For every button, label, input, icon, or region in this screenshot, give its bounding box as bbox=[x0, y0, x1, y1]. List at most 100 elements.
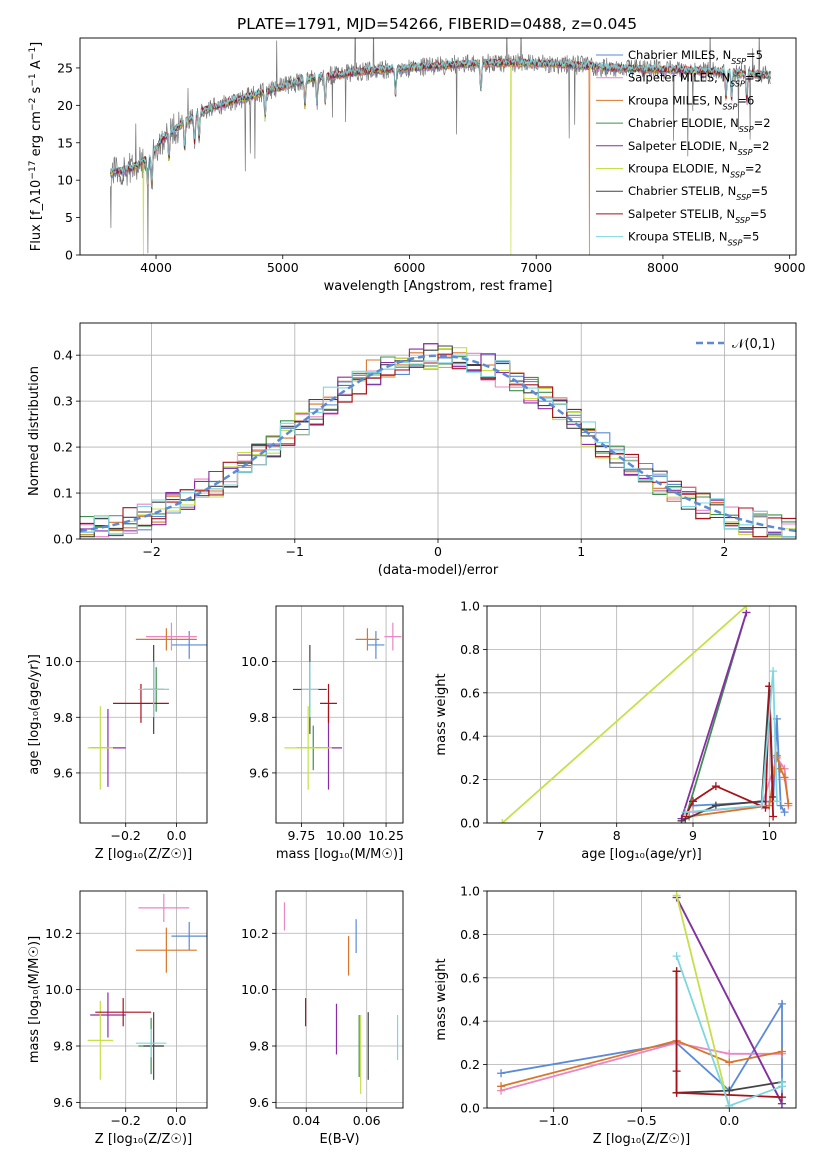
weight-series bbox=[681, 608, 751, 823]
weight-series bbox=[672, 952, 786, 1108]
x-tick-label: −2 bbox=[142, 544, 160, 559]
y-tick-label: 0.0 bbox=[460, 1101, 480, 1116]
weight-marker bbox=[681, 808, 690, 817]
weight-marker bbox=[711, 801, 720, 810]
errorbar-point bbox=[143, 1012, 164, 1080]
x-tick-label: 2 bbox=[720, 544, 728, 559]
observed-spectrum bbox=[110, 38, 771, 254]
x-tick-label: 10.25 bbox=[368, 828, 404, 843]
x-tick-label: −0.2 bbox=[111, 1113, 141, 1128]
weight-marker bbox=[672, 1088, 681, 1097]
errorbar-point bbox=[138, 893, 190, 922]
y-tick-label: 0.3 bbox=[53, 394, 73, 409]
legend-label: Chabrier STELIB, NSSP=5 bbox=[628, 184, 768, 202]
weight-marker bbox=[784, 799, 793, 808]
errorbar-point bbox=[301, 661, 319, 718]
legend-label: Kroupa ELODIE, NSSP=2 bbox=[628, 162, 762, 180]
weight-marker bbox=[725, 1049, 734, 1058]
weight-marker bbox=[777, 1077, 786, 1086]
y-tick-label: 0.8 bbox=[460, 642, 480, 657]
plot-area bbox=[284, 622, 402, 790]
weight-series bbox=[672, 967, 786, 1102]
plot-area bbox=[87, 622, 207, 790]
weight-line bbox=[680, 612, 748, 819]
x-tick-label: 6000 bbox=[394, 260, 426, 275]
y-tick-label: 20 bbox=[57, 98, 73, 113]
weight-marker bbox=[777, 1093, 786, 1102]
axes-frame bbox=[486, 890, 797, 1109]
legend-label: 𝒩(0,1) bbox=[732, 337, 775, 352]
weight-marker bbox=[725, 1086, 734, 1095]
y-tick-label: 0.6 bbox=[460, 685, 480, 700]
y-tick-label: 10.0 bbox=[241, 654, 269, 669]
x-tick-label: 10 bbox=[761, 828, 777, 843]
x-tick-label: 0 bbox=[434, 544, 442, 559]
weight-marker bbox=[672, 967, 681, 976]
errorbar-point bbox=[355, 628, 380, 651]
weight-line bbox=[501, 606, 747, 823]
weight-marker bbox=[672, 891, 681, 900]
x-tick-label: 9.75 bbox=[287, 828, 315, 843]
y-tick-label: 9.8 bbox=[53, 710, 73, 725]
weight-marker bbox=[769, 667, 778, 676]
weight-line bbox=[500, 1039, 783, 1088]
errorbar-point bbox=[135, 1029, 167, 1058]
errorbar-point bbox=[95, 998, 152, 1027]
y-tick-label: 0.4 bbox=[460, 1014, 480, 1029]
errorbar-point bbox=[113, 683, 169, 723]
x-axis-label: Z [log₁₀(Z/Z☉)] bbox=[593, 1132, 690, 1147]
y-tick-label: 15 bbox=[57, 135, 73, 150]
legend-label: Salpeter ELODIE, NSSP=2 bbox=[628, 139, 769, 157]
weight-marker bbox=[689, 797, 697, 806]
y-tick-label: 0.2 bbox=[460, 772, 480, 787]
x-tick-label: 4000 bbox=[140, 260, 172, 275]
figure-title: PLATE=1791, MJD=54266, FIBERID=0488, z=0… bbox=[237, 15, 637, 33]
weight-line bbox=[675, 895, 731, 1108]
panel-mass_vs_Z: −0.2 0.0 9.6 9.8 10.0 10.2 Z [log₁₀(Z/Z☉)] mass… bbox=[27, 890, 208, 1147]
panel-age_vs_mass: 9.75 10.00 10.25 9.6 9.8 10.0 mass [log₁₀(M/M☉… bbox=[241, 605, 404, 862]
axes-frame bbox=[275, 605, 404, 824]
weight-marker bbox=[672, 952, 681, 961]
x-tick-label: 8000 bbox=[647, 260, 679, 275]
errorbar-point bbox=[87, 706, 114, 790]
residual-histogram bbox=[80, 347, 796, 538]
panel-weight_vs_Z: −1.0 −0.5 0.0 0.0 0.2 0.4 0.6 0.8 1.0 Z [log₁₀(Z/… bbox=[434, 884, 797, 1147]
x-tick-label: −1.0 bbox=[539, 1113, 569, 1128]
panel-residuals: −2 −1 0 1 2 0.0 0.1 0.2 0.3 0.4 (data-model)/error… bbox=[27, 322, 797, 578]
model-spectrum bbox=[110, 57, 771, 186]
errorbar-point bbox=[135, 927, 197, 973]
y-tick-label: 0.4 bbox=[460, 729, 480, 744]
y-tick-label: 0.0 bbox=[53, 532, 73, 547]
weight-marker bbox=[711, 782, 720, 791]
plot-area bbox=[110, 38, 771, 255]
x-tick-label: 0.04 bbox=[292, 1113, 320, 1128]
weight-marker bbox=[498, 819, 507, 823]
legend-label: Chabrier ELODIE, NSSP=2 bbox=[628, 116, 771, 134]
axes-frame bbox=[275, 890, 404, 1109]
x-axis-label: Z [log₁₀(Z/Z☉)] bbox=[95, 1132, 192, 1147]
y-tick-label: 0.8 bbox=[460, 927, 480, 942]
y-tick-label: 9.8 bbox=[249, 1039, 269, 1054]
legend-label: Salpeter STELIB, NSSP=5 bbox=[628, 207, 767, 225]
axes-frame bbox=[79, 605, 208, 824]
axes-frame bbox=[486, 605, 797, 824]
x-tick-label: −0.2 bbox=[111, 828, 141, 843]
errorbar-point bbox=[90, 992, 126, 1038]
normal-curve bbox=[80, 354, 796, 533]
x-axis-label: Z [log₁₀(Z/Z☉)] bbox=[95, 847, 192, 862]
weight-marker bbox=[725, 1058, 734, 1067]
y-tick-label: 9.8 bbox=[53, 1039, 73, 1054]
y-tick-label: 10.0 bbox=[241, 982, 269, 997]
weight-line bbox=[675, 897, 783, 1105]
y-tick-label: 0.0 bbox=[460, 816, 480, 831]
y-tick-label: 10.2 bbox=[241, 926, 269, 941]
y-tick-label: 10.2 bbox=[45, 926, 73, 941]
weight-marker bbox=[772, 797, 781, 806]
weight-series bbox=[498, 606, 751, 823]
y-axis-label: mass weight bbox=[434, 673, 449, 755]
x-tick-label: 9 bbox=[689, 828, 697, 843]
y-axis-label: Flux [f_λ10−17 erg cm−2 s−1 A−1] bbox=[28, 42, 44, 251]
y-tick-label: 9.6 bbox=[53, 765, 73, 780]
weight-series bbox=[681, 667, 781, 817]
